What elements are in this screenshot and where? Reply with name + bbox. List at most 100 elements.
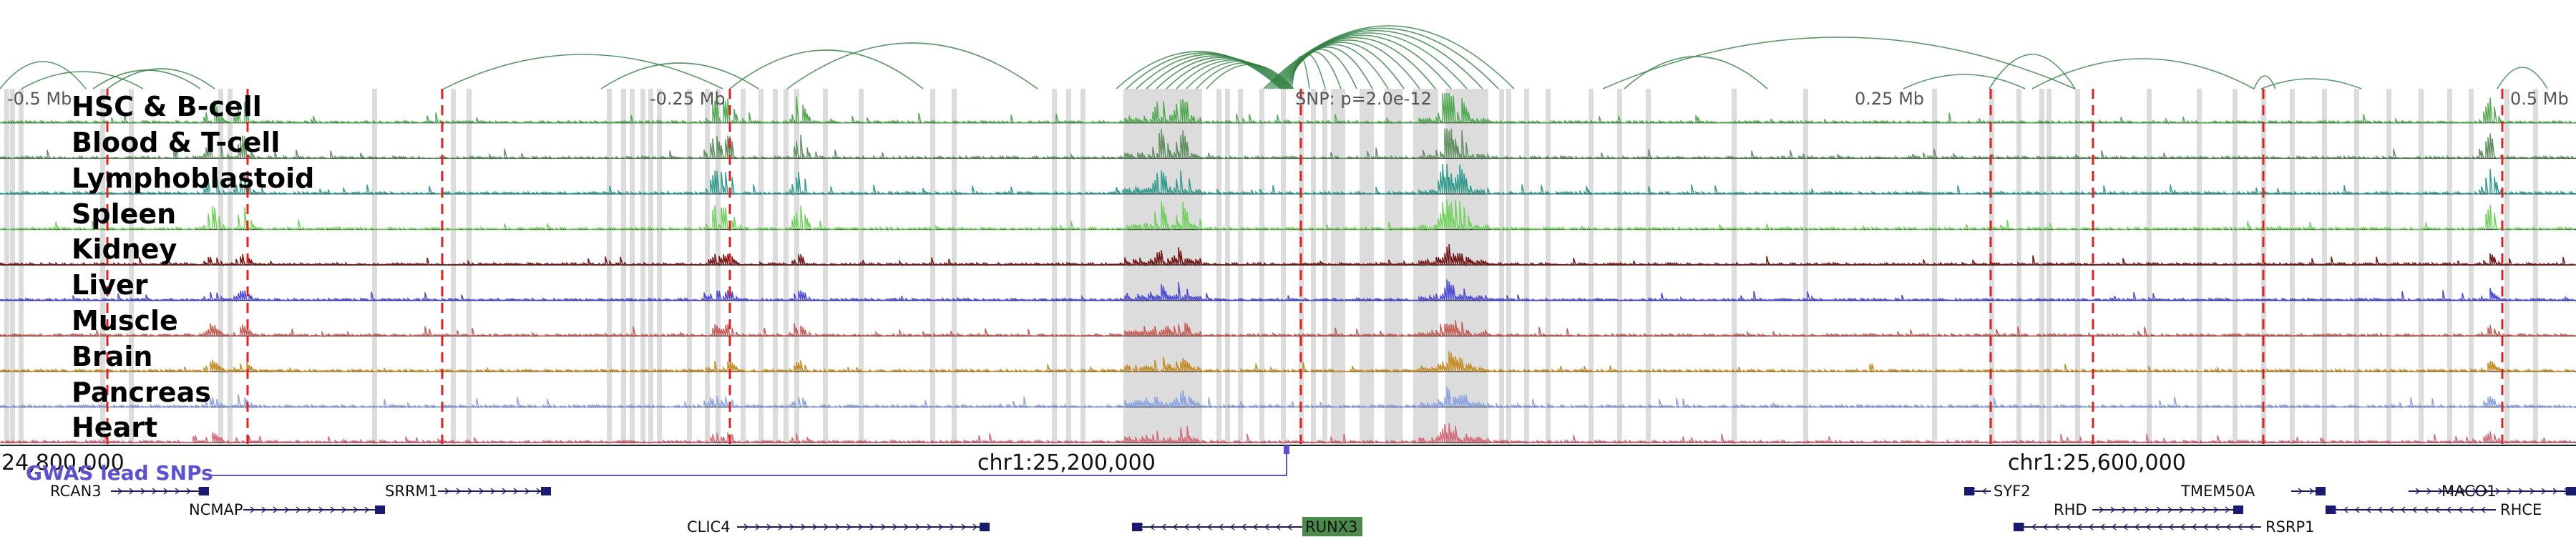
gene-label-rhd: RHD xyxy=(2054,501,2087,518)
strand-arrow xyxy=(1275,523,1281,531)
strand-arrow xyxy=(2225,523,2231,531)
strand-arrow xyxy=(1161,523,1166,531)
highlight-band xyxy=(10,89,15,444)
strand-arrow xyxy=(307,506,313,513)
distance-label-minus-0-5mb: -0.5 Mb xyxy=(7,89,72,109)
highlight-band xyxy=(2016,89,2021,444)
highlight-band xyxy=(2233,89,2238,444)
strand-arrow xyxy=(330,506,336,513)
interaction-arc xyxy=(1278,42,1405,90)
exon xyxy=(980,523,990,531)
signal-trace xyxy=(0,164,2575,196)
strand-arrow xyxy=(117,488,123,495)
gene-annotation-track: RCAN3 SRRM1 NCMAP CLIC4 RUNX3 SYF2 RHD TMEM50A R… xyxy=(50,483,2576,536)
strand-arrow xyxy=(341,506,347,513)
exon xyxy=(2316,487,2326,495)
strand-arrow xyxy=(881,523,887,531)
gene-label-tmem50a: TMEM50A xyxy=(2180,483,2255,500)
highlight-band xyxy=(784,89,789,444)
strand-arrow xyxy=(2354,506,2360,513)
gene-label-maco1: MACO1 xyxy=(2441,483,2497,500)
highlight-band xyxy=(1932,89,1937,444)
strand-arrow xyxy=(1287,523,1292,531)
highlight-band xyxy=(1331,89,1345,444)
strand-arrow xyxy=(778,523,784,531)
strand-arrow xyxy=(1149,523,1155,531)
highlight-band xyxy=(1617,89,1622,444)
interaction-arc xyxy=(2497,67,2548,90)
strand-arrow xyxy=(479,488,484,495)
strand-arrow xyxy=(2202,523,2208,531)
highlight-band xyxy=(1385,89,1402,444)
interaction-arc xyxy=(786,42,1038,90)
highlight-band xyxy=(2147,89,2152,444)
highlight-band xyxy=(1080,89,1085,444)
strand-arrow xyxy=(2457,506,2463,513)
strand-arrow xyxy=(2529,488,2535,495)
strand-arrow xyxy=(2389,506,2394,513)
strand-arrow xyxy=(2343,506,2348,513)
strand-arrow xyxy=(186,488,192,495)
strand-arrow xyxy=(2480,506,2486,513)
interaction-arc xyxy=(1602,37,2076,90)
exon xyxy=(199,487,209,495)
strand-arrow xyxy=(273,506,278,513)
strand-arrow xyxy=(2449,488,2455,495)
highlight-band xyxy=(2469,89,2474,444)
highlight-band xyxy=(794,89,799,444)
track-label-blood-tcell: Blood & T-cell xyxy=(72,127,280,158)
highlight-band xyxy=(1299,89,1304,444)
strand-arrow xyxy=(1172,523,1178,531)
strand-arrow xyxy=(525,488,530,495)
interaction-arc xyxy=(1624,56,1768,90)
highlight-band xyxy=(773,89,778,444)
strand-arrow xyxy=(2309,488,2315,495)
strand-arrow xyxy=(950,523,955,531)
strand-arrow xyxy=(2518,488,2524,495)
strand-arrow xyxy=(961,523,967,531)
highlight-band xyxy=(2075,89,2080,444)
gwas-label: GWAS lead SNPs xyxy=(26,461,213,485)
highlight-band xyxy=(1803,89,1808,444)
track-label-kidney: Kidney xyxy=(72,233,177,265)
strand-arrow xyxy=(2541,488,2547,495)
distance-label-0-5mb: 0.5 Mb xyxy=(2510,89,2569,109)
signal-trace xyxy=(0,199,2575,232)
exon xyxy=(541,487,551,495)
highlight-band xyxy=(1360,89,1374,444)
interaction-arc xyxy=(0,61,87,90)
highlight-band xyxy=(1546,89,1551,444)
highlight-band xyxy=(1506,89,1511,444)
highlight-band xyxy=(758,89,763,444)
interaction-arc xyxy=(729,49,924,90)
strand-arrow xyxy=(318,506,324,513)
interaction-arc xyxy=(1267,29,1483,90)
strand-arrow xyxy=(2122,506,2127,513)
gene-label-syf2: SYF2 xyxy=(1994,483,2031,500)
highlight-band xyxy=(467,89,472,444)
interaction-arc xyxy=(1116,51,1282,90)
exon xyxy=(2233,505,2243,514)
highlight-band xyxy=(705,89,710,444)
interaction-arc xyxy=(1282,47,1373,90)
gwas-snp-marker[interactable] xyxy=(1284,445,1289,454)
strand-arrow xyxy=(2134,523,2140,531)
strand-arrow xyxy=(2426,488,2432,495)
distance-label-0-25mb: 0.25 Mb xyxy=(1855,89,1924,109)
strand-arrow xyxy=(2214,523,2220,531)
signal-trace xyxy=(0,319,2575,338)
highlight-band xyxy=(687,89,692,444)
highlight-band xyxy=(129,89,134,444)
signal-trace xyxy=(0,244,2575,267)
distance-label-minus-0-25mb: -0.25 Mb xyxy=(650,89,726,109)
strand-arrow xyxy=(1218,523,1224,531)
interaction-arc xyxy=(1287,51,1342,90)
strand-arrow xyxy=(2088,523,2094,531)
highlight-band xyxy=(1646,89,1651,444)
strand-arrow xyxy=(743,523,749,531)
strand-arrow xyxy=(2054,523,2059,531)
highlight-band xyxy=(2322,89,2327,444)
highlight-band xyxy=(823,89,828,444)
